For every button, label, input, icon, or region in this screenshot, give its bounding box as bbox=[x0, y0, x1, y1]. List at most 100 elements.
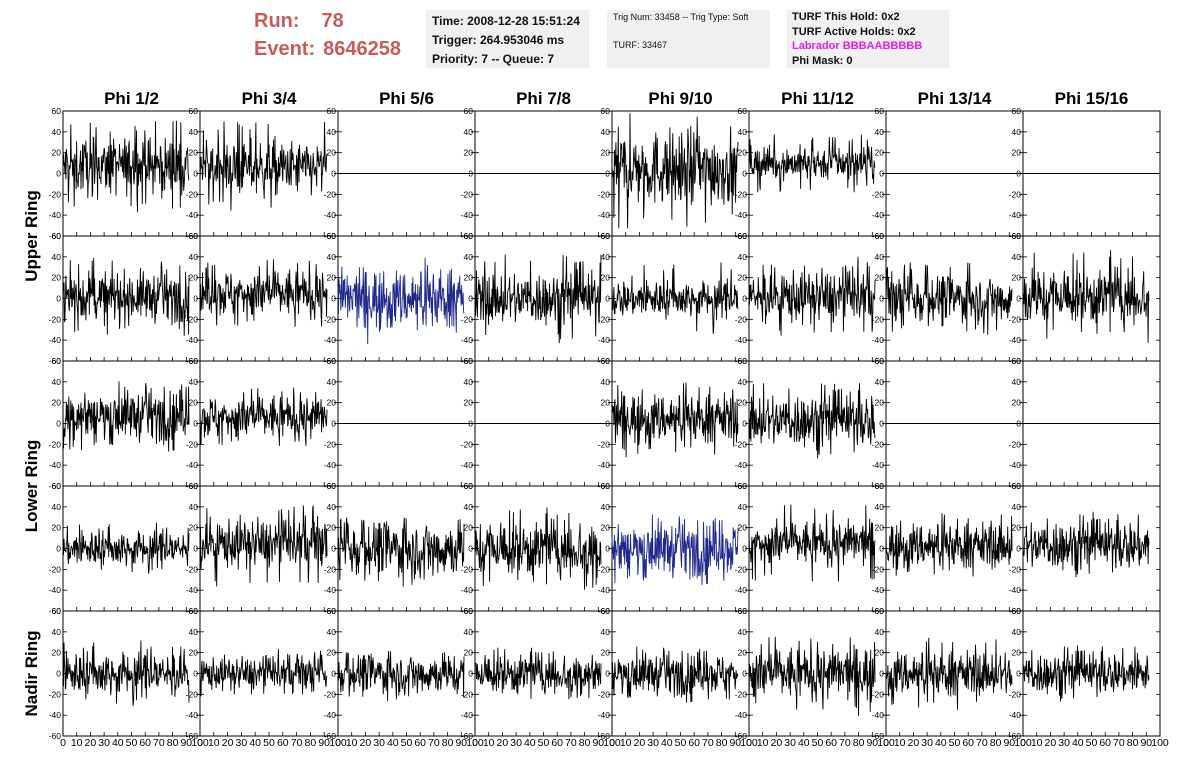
y-tick-label: 0 bbox=[879, 419, 884, 429]
x-tick-label: 70 bbox=[839, 737, 851, 749]
x-tick-label: 100 bbox=[329, 737, 347, 749]
y-tick-label: 0 bbox=[605, 294, 610, 304]
x-tick-label: 60 bbox=[139, 737, 151, 749]
waveform-trace bbox=[1022, 645, 1150, 702]
y-tick-label: 40 bbox=[601, 502, 611, 512]
y-tick-label: 20 bbox=[738, 398, 748, 408]
turf-this-hold: TURF This Hold: 0x2 bbox=[792, 11, 900, 23]
y-tick-label: -20 bbox=[461, 189, 474, 199]
y-tick-label: 60 bbox=[738, 481, 748, 491]
y-tick-label: 40 bbox=[601, 627, 611, 637]
y-tick-label: 20 bbox=[1012, 398, 1022, 408]
y-tick-label: 60 bbox=[875, 356, 885, 366]
y-tick-label: -20 bbox=[872, 689, 885, 699]
x-tick-label: 20 bbox=[1045, 737, 1057, 749]
y-tick-label: 40 bbox=[1012, 252, 1022, 262]
y-tick-label: 60 bbox=[52, 231, 62, 241]
waveform-trace bbox=[199, 648, 328, 697]
waveform-trace bbox=[337, 257, 465, 345]
y-tick-label: -40 bbox=[461, 585, 474, 595]
y-tick-label: 20 bbox=[189, 398, 199, 408]
y-tick-label: 40 bbox=[1012, 377, 1022, 387]
y-tick-label: 60 bbox=[1012, 356, 1022, 366]
run-label: Run: bbox=[254, 10, 300, 32]
y-tick-label: -60 bbox=[49, 231, 62, 241]
waveform-trace bbox=[748, 134, 876, 193]
x-tick-label: 0 bbox=[335, 737, 341, 749]
y-tick-label: 0 bbox=[879, 669, 884, 679]
y-tick-label: 60 bbox=[875, 481, 885, 491]
column-label: Phi 15/16 bbox=[1055, 89, 1129, 108]
y-tick-label: 60 bbox=[875, 231, 885, 241]
y-tick-label: -20 bbox=[49, 314, 62, 324]
y-tick-label: -40 bbox=[49, 585, 62, 595]
x-tick-label: 60 bbox=[414, 737, 426, 749]
y-tick-label: -20 bbox=[324, 689, 337, 699]
y-tick-label: -20 bbox=[186, 189, 199, 199]
waveform-trace bbox=[611, 382, 739, 458]
x-tick-label: 80 bbox=[716, 737, 728, 749]
y-tick-label: -20 bbox=[735, 689, 748, 699]
labrador-text: Labrador BBBAABBBBB bbox=[792, 40, 923, 52]
x-tick-label: 80 bbox=[853, 737, 865, 749]
y-tick-label: 20 bbox=[601, 398, 611, 408]
y-tick-label: 40 bbox=[738, 502, 748, 512]
x-tick-label: 50 bbox=[1086, 737, 1098, 749]
y-tick-label: 0 bbox=[742, 669, 747, 679]
y-tick-label: 20 bbox=[52, 398, 62, 408]
y-tick-label: -40 bbox=[598, 210, 611, 220]
y-tick-label: -20 bbox=[598, 439, 611, 449]
y-tick-label: -20 bbox=[1009, 564, 1022, 574]
x-tick-label: 70 bbox=[702, 737, 714, 749]
y-tick-label: -20 bbox=[872, 564, 885, 574]
waveform-trace bbox=[611, 646, 739, 703]
x-tick-label: 100 bbox=[603, 737, 621, 749]
y-tick-label: 60 bbox=[189, 231, 199, 241]
y-tick-label: -40 bbox=[186, 710, 199, 720]
trig-info-panel: Trig Num: 33458 -- Trig Type: Soft TURF:… bbox=[607, 10, 770, 68]
y-tick-label: 0 bbox=[56, 544, 61, 554]
column-label: Phi 11/12 bbox=[781, 89, 854, 108]
y-tick-label: 0 bbox=[193, 294, 198, 304]
y-tick-label: -40 bbox=[1009, 585, 1022, 595]
waveform-trace bbox=[337, 650, 465, 701]
x-tick-label: 60 bbox=[825, 737, 837, 749]
y-tick-label: 40 bbox=[327, 627, 337, 637]
y-tick-label: 20 bbox=[327, 398, 337, 408]
y-tick-label: -20 bbox=[598, 189, 611, 199]
y-tick-label: 0 bbox=[56, 169, 61, 179]
y-tick-label: -40 bbox=[324, 210, 337, 220]
y-tick-label: -40 bbox=[186, 210, 199, 220]
y-tick-label: -20 bbox=[735, 564, 748, 574]
y-tick-label: -40 bbox=[461, 460, 474, 470]
x-tick-label: 90 bbox=[592, 737, 604, 749]
y-tick-label: -20 bbox=[186, 689, 199, 699]
waveform-trace bbox=[62, 258, 190, 336]
waveform-trace bbox=[748, 636, 876, 716]
x-tick-label: 100 bbox=[466, 737, 484, 749]
y-tick-label: 20 bbox=[464, 148, 474, 158]
y-tick-label: 60 bbox=[1012, 606, 1022, 616]
trig-num-text: Trig Num: 33458 -- Trig Type: Soft bbox=[613, 12, 749, 22]
x-tick-label: 10 bbox=[757, 737, 769, 749]
x-tick-label: 30 bbox=[236, 737, 248, 749]
turf-text: TURF: 33467 bbox=[613, 40, 668, 50]
y-tick-label: -20 bbox=[735, 439, 748, 449]
y-tick-label: 0 bbox=[468, 169, 473, 179]
y-tick-label: 20 bbox=[738, 523, 748, 533]
y-tick-label: -40 bbox=[872, 710, 885, 720]
y-tick-label: 0 bbox=[742, 169, 747, 179]
y-tick-label: -20 bbox=[49, 689, 62, 699]
y-tick-label: 20 bbox=[875, 148, 885, 158]
x-tick-label: 100 bbox=[877, 737, 895, 749]
x-tick-label: 30 bbox=[510, 737, 522, 749]
